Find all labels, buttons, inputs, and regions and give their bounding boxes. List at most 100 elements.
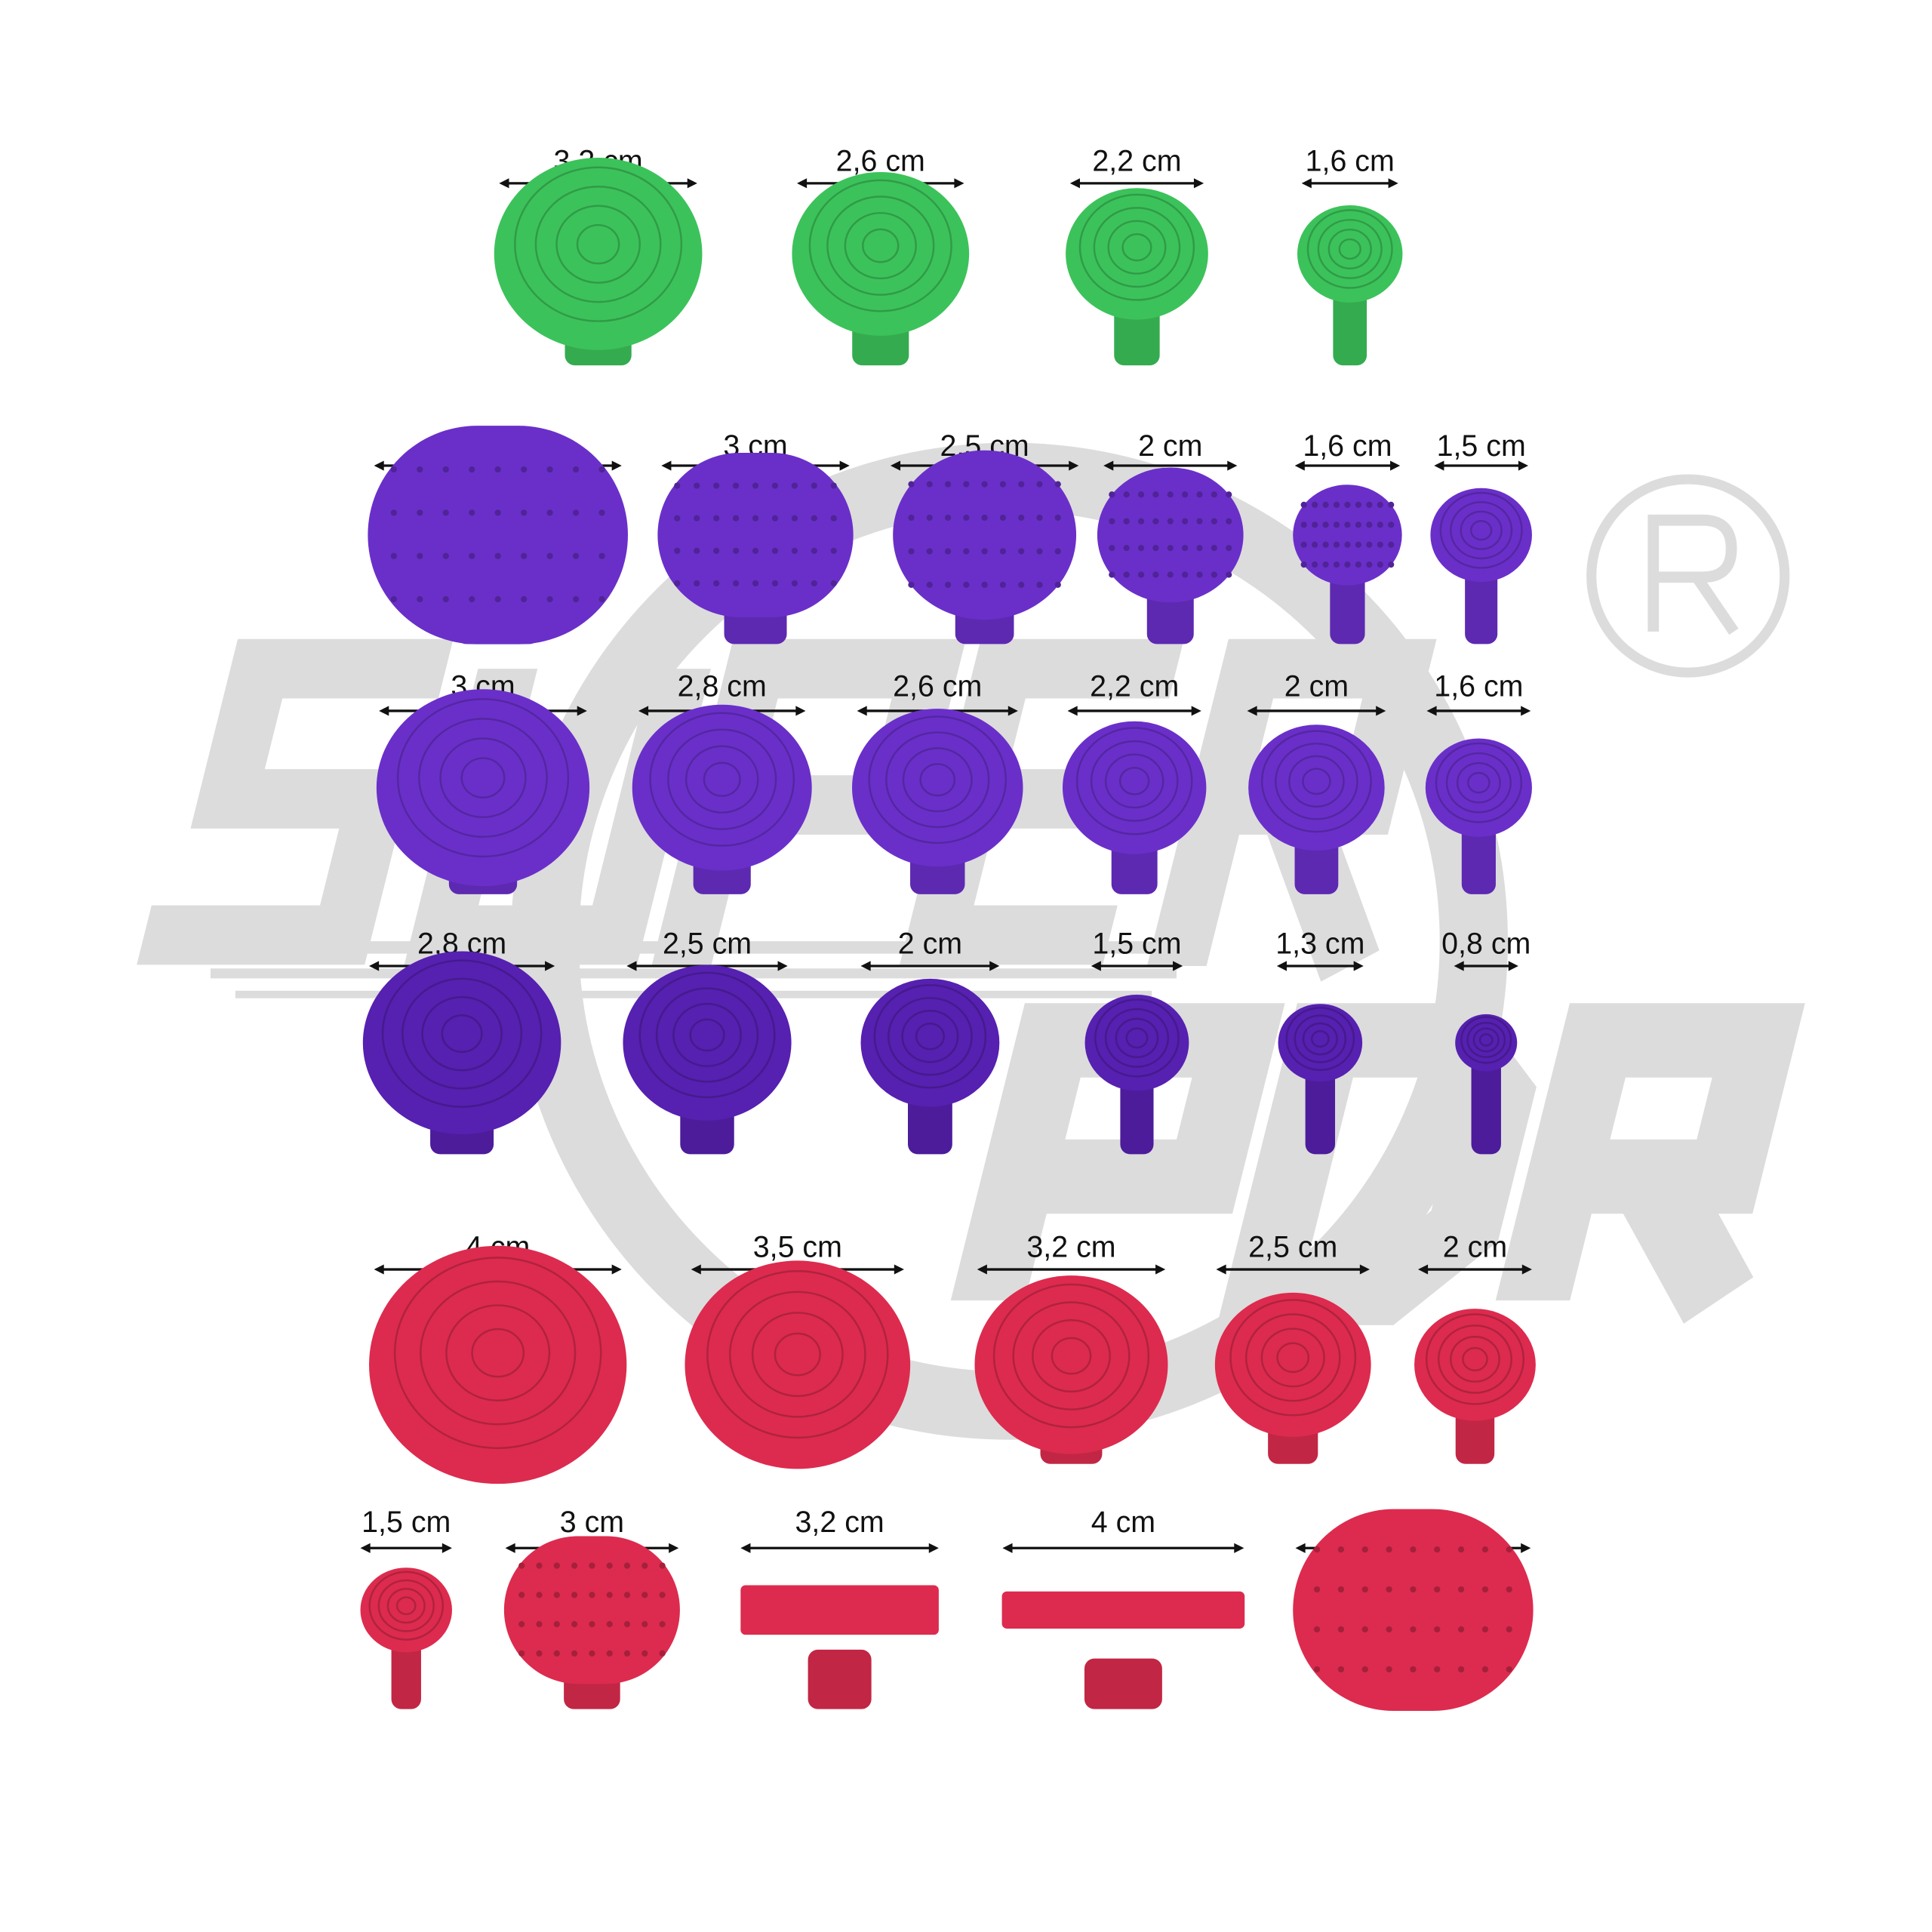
tab-texture-dot [771,580,779,587]
tab-texture-dot [1018,481,1025,488]
tab-texture-dot [1366,541,1373,548]
tab-texture-dot [674,515,681,521]
tab-texture-dot [521,509,528,516]
tab-texture-dot [1167,491,1174,498]
tab-texture-dot [536,1650,543,1657]
tab-head [685,1260,911,1469]
tab-texture-ring [919,763,956,797]
tab-texture-ring [1276,1342,1310,1374]
tab-texture-ring [1456,761,1501,804]
tab-texture-dot [1036,481,1043,488]
tab-texture-dot [926,481,933,488]
tab-texture-ring [667,728,777,830]
glue-tab: 4 cm [369,1231,627,1484]
tab-texture-dot [1137,491,1145,498]
watermark-letter-p2 [950,1003,1285,1301]
tab-texture-dot [1434,1546,1441,1553]
tab-texture-ring [1104,1008,1170,1068]
tab-texture-dot [908,548,915,555]
tab-texture-dot [1377,541,1383,548]
tab-texture-dot [732,515,740,521]
tab-head [1066,188,1208,320]
glue-tab: 4 cm [1001,1506,1245,1709]
tab-texture-dot [791,515,798,521]
tab-texture-dot [598,595,605,603]
tab-texture-ring [1466,1021,1506,1058]
tab-texture-dot [442,552,449,559]
tab-texture-dot [589,1650,595,1657]
tab-texture-ring [885,731,990,829]
tab-texture-dot [1377,521,1383,528]
tab-texture-dot [1337,1586,1345,1593]
tab-texture-dot [752,547,759,554]
tab-texture-dot [1366,521,1373,528]
tab-texture-ring [1306,209,1393,289]
watermark-letter-r2 [1495,1003,1805,1324]
tab-texture-dot [1226,571,1232,578]
tab-texture-ring [1467,771,1491,794]
size-label: 1,3 cm [1275,928,1364,961]
tab-texture-dot [1152,491,1159,498]
tab-texture-dot [1377,501,1383,508]
tab-head [1084,995,1189,1091]
tab-head [376,689,590,887]
tab-texture-dot [553,1650,560,1657]
tab-texture-ring [862,228,900,263]
tab-texture-ring [672,1002,742,1067]
tab-texture-ring [393,1257,602,1450]
tab-texture-dot [417,466,423,473]
glue-tab: 3 cm [376,669,590,894]
tab-texture-ring [703,761,741,797]
tab-texture-ring [445,1304,551,1401]
tab-texture-ring [901,1010,959,1063]
tab-texture-dot [908,481,915,488]
tab-texture-dot [417,552,423,559]
watermark-letter-d [1217,1003,1537,1325]
glue-tab: 1,6 cm [1293,429,1402,645]
tab-texture-dot [1109,491,1115,498]
tab-texture-ring [1104,753,1164,809]
tab-texture-ring [534,186,662,303]
tab-texture-ring [1450,1336,1500,1383]
tab-texture-dot [1333,561,1340,568]
tab-texture-ring [655,987,759,1083]
tab-texture-ring [1435,742,1523,823]
tab-texture-dot [1226,544,1232,552]
tab-texture-ring [728,1291,866,1418]
tab-texture-dot [1355,501,1361,508]
tab-texture-dot [1036,514,1043,521]
size-label: 2,8 cm [678,669,767,703]
tab-texture-dot [791,482,798,489]
glue-tab: 3,2 cm [740,1506,939,1709]
tab-texture-dot [623,1621,631,1628]
tab-texture-dot [571,1621,578,1628]
tab-texture-ring [386,1588,426,1624]
glue-tab: 3 cm [503,1506,680,1709]
glue-tab: 4 cm [1293,1506,1534,1712]
tab-texture-dot [1226,491,1232,498]
size-label: 2 cm [898,928,962,961]
tab-texture-ring [1094,998,1180,1078]
tab-head [860,978,1000,1107]
tab-texture-dot [1182,571,1189,578]
tab-texture-dot [713,547,720,554]
tab-texture-dot [1312,521,1318,528]
tab-texture-dot [1300,561,1307,568]
tab-texture-ring [1012,1301,1131,1411]
tab-texture-ring [441,1014,483,1054]
tab-texture-dot [571,1592,578,1598]
tab-texture-dot [1167,518,1174,525]
tab-texture-dot [999,548,1007,555]
size-label: 2,5 cm [1248,1231,1337,1264]
tab-texture-dot [1300,501,1307,508]
tab-texture-dot [1109,571,1115,578]
tab-texture-ring [1260,730,1372,833]
tab-texture-dot [1361,1546,1368,1553]
tab-texture-dot [598,466,605,473]
tab-texture-ring [1327,228,1372,269]
tab-texture-dot [694,515,700,521]
tab-texture-ring [1310,1030,1330,1048]
tab-texture-dot [572,595,580,603]
tab-texture-dot [572,466,580,473]
tab-texture-dot [1018,581,1025,589]
